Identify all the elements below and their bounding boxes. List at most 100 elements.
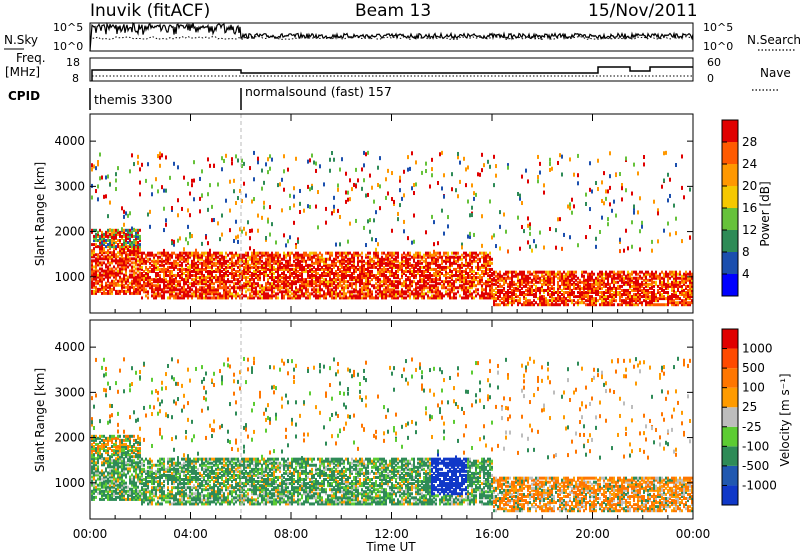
data-cell <box>265 253 267 257</box>
data-cell <box>277 263 279 267</box>
data-cell <box>533 276 535 280</box>
data-cell <box>97 230 99 234</box>
data-cell <box>231 280 233 284</box>
data-cell <box>375 253 377 257</box>
data-cell <box>287 280 289 284</box>
data-cell <box>305 269 307 273</box>
data-cell <box>449 261 451 265</box>
data-cell <box>257 284 259 288</box>
data-cell <box>499 284 501 288</box>
data-cell <box>97 281 99 285</box>
data-cell <box>123 279 125 283</box>
data-cell <box>457 259 459 263</box>
data-cell <box>509 291 511 295</box>
data-cell <box>267 251 269 255</box>
data-cell <box>545 288 547 292</box>
data-cell <box>441 265 443 269</box>
data-cell <box>303 292 305 296</box>
data-cell <box>449 280 451 284</box>
data-cell <box>191 183 193 188</box>
data-cell <box>621 280 623 284</box>
data-cell <box>225 280 227 284</box>
data-cell <box>187 267 189 271</box>
data-cell <box>301 269 303 273</box>
data-cell <box>645 295 647 299</box>
data-cell <box>501 274 503 278</box>
data-cell <box>363 225 365 230</box>
data-cell <box>511 293 513 297</box>
data-cell <box>335 272 337 276</box>
data-cell <box>619 286 621 290</box>
data-cell <box>367 269 369 273</box>
data-cell <box>123 247 125 251</box>
data-cell <box>99 289 101 293</box>
data-cell <box>197 288 199 292</box>
data-cell <box>113 241 115 245</box>
data-cell <box>199 288 201 292</box>
data-cell <box>465 257 467 261</box>
data-cell <box>385 282 387 286</box>
data-cell <box>401 294 403 298</box>
data-cell <box>205 265 207 269</box>
data-cell <box>311 272 313 276</box>
data-cell <box>633 204 635 209</box>
data-cell <box>483 257 485 261</box>
data-cell <box>413 280 415 284</box>
data-cell <box>519 272 521 276</box>
data-cell <box>361 274 363 278</box>
data-cell <box>111 232 113 236</box>
data-cell <box>325 272 327 276</box>
data-cell <box>129 275 131 279</box>
data-cell <box>431 173 433 178</box>
data-cell <box>623 288 625 292</box>
data-cell <box>561 172 563 177</box>
data-cell <box>363 288 365 292</box>
data-cell <box>641 282 643 286</box>
data-cell <box>307 272 309 276</box>
data-cell <box>157 154 159 159</box>
data-cell <box>375 294 377 298</box>
data-cell <box>345 294 347 298</box>
data-cell <box>435 263 437 267</box>
data-cell <box>463 269 465 273</box>
data-cell <box>421 265 423 269</box>
data-cell <box>611 208 613 213</box>
data-cell <box>417 269 419 273</box>
data-cell <box>339 267 341 271</box>
data-cell <box>521 201 523 206</box>
data-cell <box>201 241 203 246</box>
data-cell <box>233 261 235 265</box>
data-cell <box>159 276 161 280</box>
data-cell <box>513 280 515 284</box>
data-cell <box>279 286 281 290</box>
data-cell <box>611 299 613 303</box>
data-cell <box>227 259 229 263</box>
data-cell <box>299 296 301 300</box>
data-cell <box>131 249 133 253</box>
data-cell <box>491 261 493 265</box>
data-cell <box>229 257 231 261</box>
data-cell <box>609 286 611 290</box>
data-cell <box>195 272 197 276</box>
data-cell <box>405 265 407 269</box>
data-cell <box>481 251 483 255</box>
data-cell <box>341 255 343 259</box>
data-cell <box>579 291 581 295</box>
data-cell <box>329 253 331 257</box>
data-cell <box>313 288 315 292</box>
data-cell <box>175 286 177 290</box>
data-cell <box>129 291 131 295</box>
data-cell <box>435 294 437 298</box>
data-cell <box>459 179 461 184</box>
data-cell <box>299 274 301 278</box>
data-cell <box>639 247 641 252</box>
data-cell <box>417 272 419 276</box>
data-cell <box>375 296 377 300</box>
data-cell <box>377 272 379 276</box>
data-cell <box>435 290 437 294</box>
data-cell <box>363 276 365 280</box>
data-cell <box>117 232 119 236</box>
data-cell <box>303 269 305 273</box>
data-cell <box>121 236 123 240</box>
data-cell <box>99 247 101 251</box>
